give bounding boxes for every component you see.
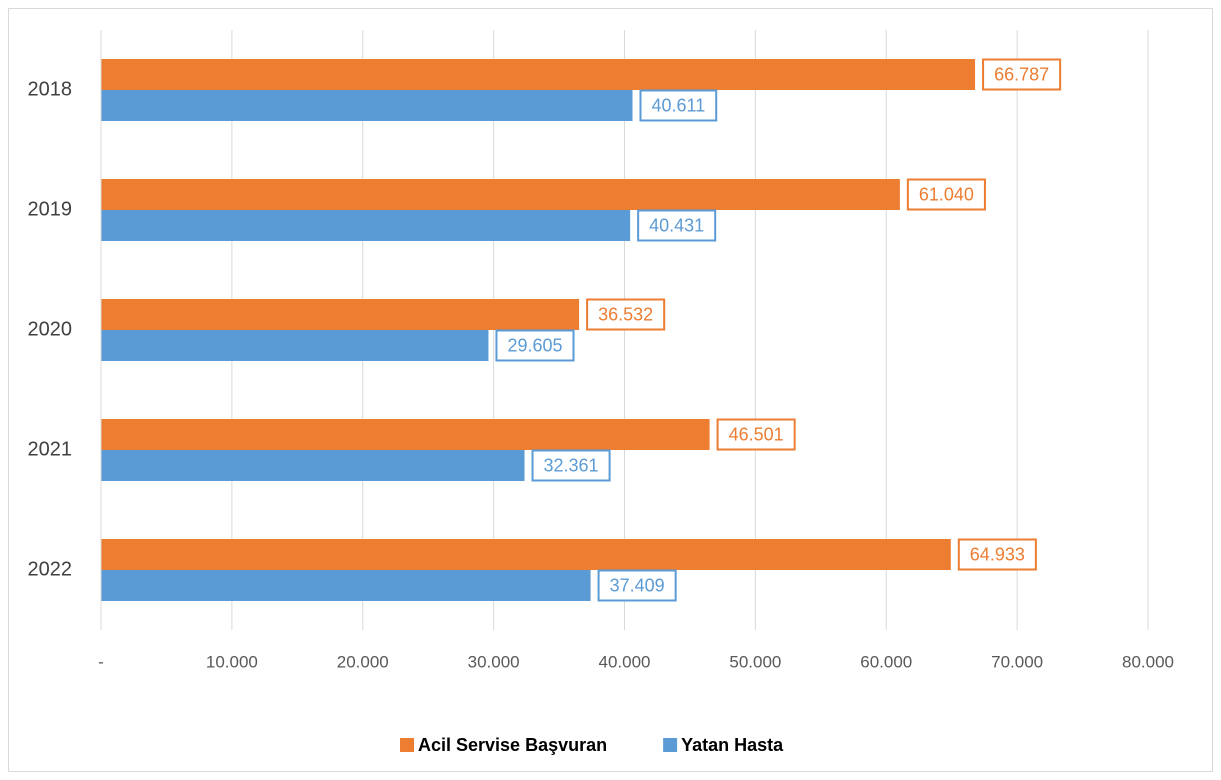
y-tick-label: 2021 — [28, 438, 73, 460]
bar — [101, 419, 710, 450]
x-tick-label: 60.000 — [860, 652, 912, 671]
bar — [101, 299, 580, 330]
x-tick-label: 20.000 — [337, 652, 389, 671]
data-label-box — [637, 209, 717, 242]
data-label-box — [982, 58, 1062, 91]
data-label-box — [957, 538, 1037, 571]
data-label: 40.431 — [649, 215, 704, 235]
data-label: 40.611 — [651, 95, 705, 115]
data-label-box — [597, 569, 677, 602]
y-tick-label: 2018 — [28, 78, 73, 100]
data-label: 61.040 — [919, 184, 974, 204]
data-label: 66.787 — [994, 64, 1049, 84]
data-label-box — [586, 298, 666, 331]
y-tick-label: 2022 — [28, 558, 73, 580]
bar — [101, 450, 525, 481]
x-tick-label: 40.000 — [599, 652, 651, 671]
data-label: 64.933 — [970, 544, 1025, 564]
bar — [101, 570, 591, 601]
bar — [101, 179, 900, 210]
bar — [101, 90, 633, 121]
data-label: 29.605 — [507, 335, 562, 355]
data-label-box — [716, 418, 796, 451]
x-tick-label: 80.000 — [1122, 652, 1174, 671]
legend-swatch — [663, 738, 678, 752]
y-tick-label: 2019 — [28, 198, 73, 220]
bar — [101, 330, 489, 361]
bar — [101, 539, 951, 570]
data-label-box — [495, 329, 575, 362]
data-label-box — [906, 178, 986, 211]
legend-swatch — [400, 738, 414, 752]
bar — [101, 210, 631, 241]
x-tick-label: 10.000 — [206, 652, 258, 671]
data-label-box — [531, 449, 611, 482]
data-label: 36.532 — [598, 304, 653, 324]
legend-label: Yatan Hasta — [681, 735, 784, 755]
x-tick-label: - — [98, 652, 104, 671]
data-label: 46.501 — [729, 424, 784, 444]
x-tick-label: 70.000 — [991, 652, 1043, 671]
legend-label: Acil Servise Başvuran — [418, 735, 607, 755]
data-label: 32.361 — [544, 455, 599, 475]
y-tick-label: 2020 — [28, 318, 73, 340]
data-label-box — [639, 89, 718, 122]
data-label: 37.409 — [610, 575, 665, 595]
chart-border — [8, 8, 1213, 772]
x-tick-label: 50.000 — [729, 652, 781, 671]
x-tick-label: 30.000 — [468, 652, 520, 671]
bar — [101, 59, 976, 90]
